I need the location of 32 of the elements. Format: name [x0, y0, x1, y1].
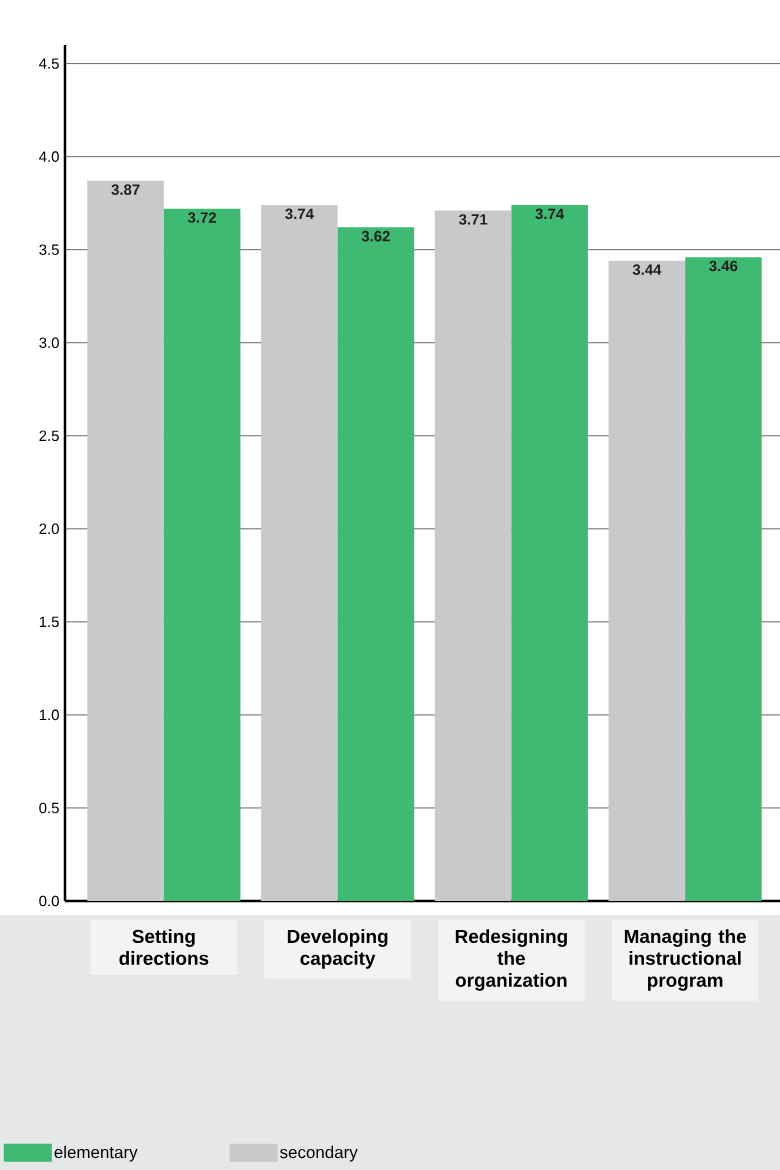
bar [163, 208, 241, 901]
bar [511, 205, 588, 901]
y-tick-label: 3.5 [39, 244, 59, 255]
y-tick-label: 0.0 [39, 895, 59, 907]
bar [685, 257, 762, 901]
x-tick-label: Developing capacity [287, 929, 388, 969]
data-label: 3.87 [111, 184, 140, 195]
y-tick-label: 4.5 [39, 58, 59, 69]
y-tick-label: 2.5 [39, 430, 59, 442]
bar [87, 180, 164, 901]
data-label: 3.74 [535, 208, 565, 220]
data-label: 3.44 [632, 264, 662, 275]
x-tick-label: Setting directions [119, 929, 209, 966]
data-label: 3.62 [361, 230, 390, 242]
data-label: 3.71 [458, 214, 488, 225]
y-tick-label: 3.0 [39, 337, 59, 349]
y-tick-label: 0.5 [39, 802, 59, 814]
y-tick-label: 4.0 [39, 151, 59, 162]
bar [261, 205, 338, 901]
bar [337, 227, 415, 901]
y-tick-label: 1.0 [39, 709, 59, 721]
legend-label: elementary [54, 1145, 138, 1162]
y-tick-label: 1.5 [39, 616, 59, 628]
data-label: 3.46 [709, 260, 738, 272]
data-label: 3.72 [187, 212, 217, 223]
legend-label: secondary [280, 1145, 358, 1162]
x-tick-label: Managing the instructional program [624, 929, 746, 991]
y-tick-label: 2.0 [39, 523, 59, 535]
x-tick-label: Redesigning the organization [455, 929, 567, 991]
bar [608, 260, 686, 901]
bar [434, 210, 512, 901]
data-label: 3.74 [285, 208, 314, 220]
